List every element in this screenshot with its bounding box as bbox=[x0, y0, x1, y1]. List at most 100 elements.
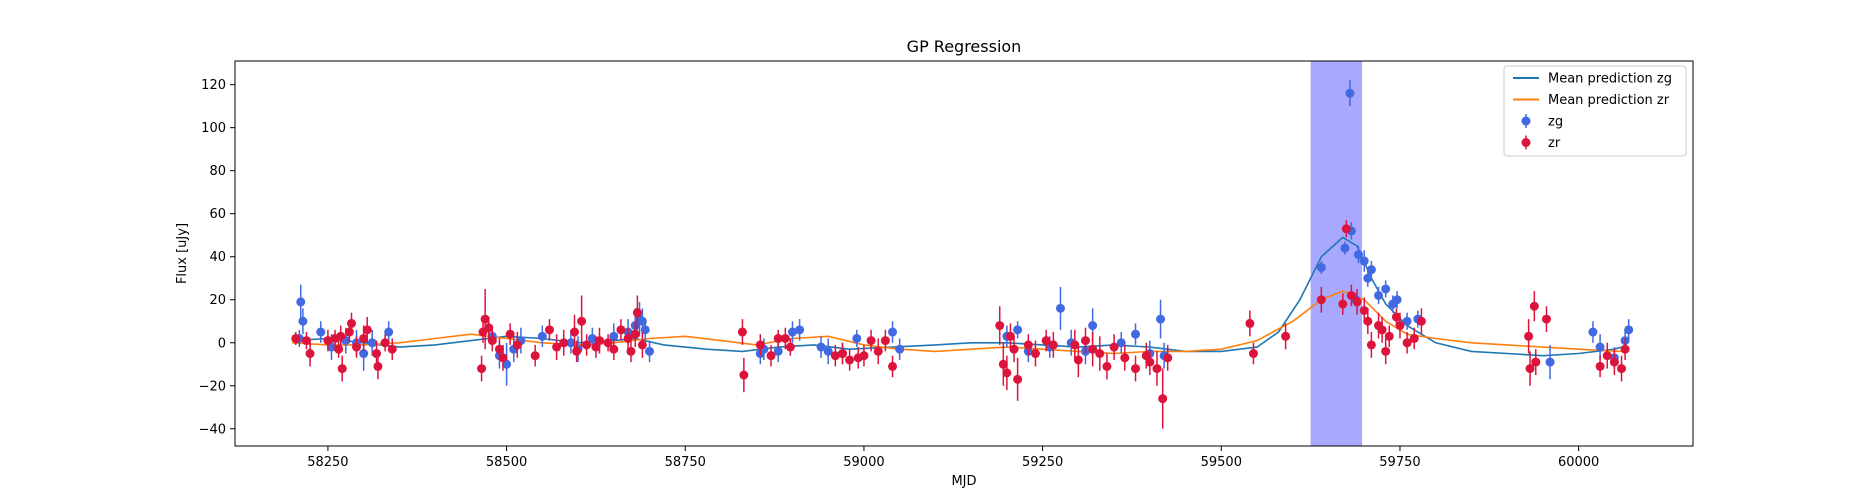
data-point-zr bbox=[766, 351, 776, 361]
data-point-zg bbox=[773, 346, 783, 356]
data-point-zr bbox=[1245, 318, 1255, 328]
data-point-zg bbox=[1345, 88, 1355, 98]
data-point-zr bbox=[1120, 353, 1130, 363]
data-point-zr bbox=[1158, 394, 1168, 404]
legend: Mean prediction zg Mean prediction zr zg zr bbox=[1503, 65, 1687, 157]
data-point-zr bbox=[552, 342, 562, 352]
data-point-zr bbox=[1023, 340, 1033, 350]
data-point-zr bbox=[301, 336, 311, 346]
data-point-zg bbox=[609, 331, 619, 341]
data-point-zr bbox=[1131, 364, 1141, 374]
data-point-zr bbox=[873, 346, 883, 356]
data-point-zr bbox=[380, 338, 390, 348]
data-point-zr bbox=[1529, 301, 1539, 311]
data-point-zr bbox=[569, 327, 579, 337]
data-point-zr bbox=[888, 361, 898, 371]
data-point-zr bbox=[480, 314, 490, 324]
data-point-zr bbox=[1381, 346, 1391, 356]
data-point-zr bbox=[1005, 331, 1015, 341]
data-point-zr bbox=[845, 355, 855, 365]
data-point-zr bbox=[362, 325, 372, 335]
data-point-zr bbox=[785, 342, 795, 352]
data-point-zr bbox=[1384, 331, 1394, 341]
x-tick-label: 59000 bbox=[843, 455, 884, 470]
y-tick-label: −40 bbox=[199, 422, 226, 437]
data-point-zr bbox=[487, 336, 497, 346]
data-point-zg bbox=[816, 342, 826, 352]
legend-label: zr bbox=[1548, 136, 1561, 151]
data-point-zr bbox=[1359, 305, 1369, 315]
data-point-zr bbox=[609, 344, 619, 354]
data-point-zr bbox=[494, 344, 504, 354]
data-point-zg bbox=[1366, 265, 1376, 275]
data-point-zr bbox=[1395, 321, 1405, 331]
data-point-zg bbox=[888, 327, 898, 337]
data-point-zr bbox=[1081, 336, 1090, 346]
data-point-zr bbox=[577, 316, 587, 326]
data-point-zr bbox=[859, 351, 869, 361]
data-point-zr bbox=[1352, 297, 1362, 307]
data-point-zg bbox=[537, 331, 547, 341]
data-point-zr bbox=[830, 351, 840, 361]
data-point-zr bbox=[1073, 355, 1083, 365]
data-point-zg bbox=[1156, 314, 1166, 324]
data-point-zg bbox=[823, 346, 833, 356]
data-point-zr bbox=[1338, 299, 1348, 309]
x-axis-label: MJD bbox=[951, 474, 976, 489]
y-tick-label: 40 bbox=[209, 250, 226, 265]
x-tick-label: 59250 bbox=[1022, 455, 1063, 470]
data-point-zr bbox=[544, 325, 554, 335]
data-point-zr bbox=[498, 353, 508, 363]
data-point-zr bbox=[1341, 224, 1351, 234]
data-point-zr bbox=[337, 364, 347, 374]
chart-title: GP Regression bbox=[907, 37, 1022, 56]
data-point-zg bbox=[1595, 342, 1605, 352]
data-point-zr bbox=[373, 361, 383, 371]
data-point-zr bbox=[1617, 364, 1627, 374]
data-point-zr bbox=[530, 351, 540, 361]
data-point-zr bbox=[1363, 316, 1373, 326]
x-tick-label: 58750 bbox=[665, 455, 706, 470]
y-tick-label: 120 bbox=[201, 78, 226, 93]
y-tick-label: 100 bbox=[201, 121, 226, 136]
data-point-zg bbox=[645, 346, 655, 356]
data-point-zr bbox=[1163, 353, 1173, 363]
data-point-zr bbox=[1041, 336, 1051, 346]
data-point-zr bbox=[637, 340, 647, 350]
data-point-zr bbox=[737, 327, 747, 337]
data-point-zg bbox=[1354, 250, 1364, 260]
legend-label: Mean prediction zg bbox=[1548, 72, 1672, 87]
data-point-zr bbox=[632, 308, 642, 318]
data-point-zg bbox=[1088, 321, 1098, 331]
data-point-zr bbox=[780, 333, 790, 343]
data-point-zr bbox=[352, 342, 361, 352]
data-point-zr bbox=[1013, 374, 1023, 384]
data-point-zr bbox=[1095, 349, 1105, 359]
data-point-zr bbox=[626, 346, 636, 356]
y-tick-label: 60 bbox=[209, 207, 226, 222]
data-point-zr bbox=[1145, 357, 1155, 367]
y-axis-ticks: −40 −20 0 20 40 60 80 100 120 bbox=[199, 78, 235, 437]
data-point-zg bbox=[1545, 357, 1555, 367]
data-point-zg bbox=[296, 297, 306, 307]
data-point-zr bbox=[880, 336, 890, 346]
data-point-zr bbox=[323, 336, 333, 346]
legend-marker-swatch bbox=[1521, 116, 1531, 126]
x-tick-label: 60000 bbox=[1558, 455, 1599, 470]
y-axis-label: Flux [uJy] bbox=[175, 223, 190, 284]
data-point-zr bbox=[334, 344, 344, 354]
data-point-zr bbox=[582, 340, 592, 350]
data-point-zg bbox=[1392, 295, 1402, 305]
data-point-zr bbox=[1525, 364, 1535, 374]
data-point-zr bbox=[1346, 290, 1356, 300]
data-point-zr bbox=[1391, 312, 1401, 322]
y-tick-label: 20 bbox=[209, 293, 226, 308]
data-point-zr bbox=[477, 364, 487, 374]
highlight-band-layer bbox=[1310, 61, 1363, 446]
data-point-zr bbox=[616, 325, 626, 335]
x-tick-label: 59750 bbox=[1379, 455, 1420, 470]
data-point-zg bbox=[1116, 338, 1126, 348]
data-point-zg bbox=[1363, 273, 1373, 283]
